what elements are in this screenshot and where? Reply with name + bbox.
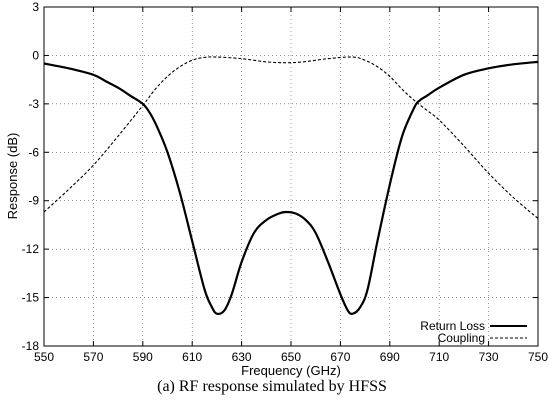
x-tick-label: 550 — [34, 350, 54, 364]
y-tick-label: -12 — [22, 242, 40, 256]
plot-frame — [43, 6, 539, 347]
legend-coupling: Coupling — [438, 331, 485, 345]
gridlines — [43, 6, 539, 347]
x-tick-label: 690 — [380, 350, 400, 364]
y-tick-label: -18 — [22, 339, 40, 353]
y-tick-label: -9 — [28, 194, 39, 208]
x-tick-label: 610 — [182, 350, 202, 364]
x-tick-label: 670 — [330, 350, 350, 364]
y-tick-label: -6 — [28, 145, 39, 159]
y-tick-label: 0 — [32, 48, 39, 62]
legend-return-loss: Return Loss — [420, 319, 485, 333]
x-tick-label: 750 — [528, 350, 548, 364]
x-tick-label: 730 — [479, 350, 499, 364]
x-tick-label: 570 — [83, 350, 103, 364]
y-tick-label: 3 — [32, 0, 39, 14]
y-tick-label: -15 — [22, 291, 40, 305]
series-line-return-loss — [43, 60, 539, 315]
y-axis-label: Response (dB) — [5, 133, 20, 220]
y-tick-labels: 3 0 -3 -6 -9 -12 -15 -18 — [22, 0, 40, 353]
series-line-coupling — [43, 56, 539, 219]
x-tick-labels: 550 570 590 610 630 650 670 690 710 730 750 — [34, 350, 548, 364]
figure-caption: (a) RF response simulated by HFSS — [157, 378, 387, 395]
y-tick-label: -3 — [28, 97, 39, 111]
x-tick-label: 650 — [281, 350, 301, 364]
legend: Return Loss Coupling — [420, 319, 527, 345]
x-tick-label: 710 — [429, 350, 449, 364]
series-lines — [43, 56, 539, 315]
x-axis-label: Frequency (GHz) — [241, 363, 341, 378]
x-tick-label: 590 — [133, 350, 153, 364]
x-tick-label: 630 — [232, 350, 252, 364]
